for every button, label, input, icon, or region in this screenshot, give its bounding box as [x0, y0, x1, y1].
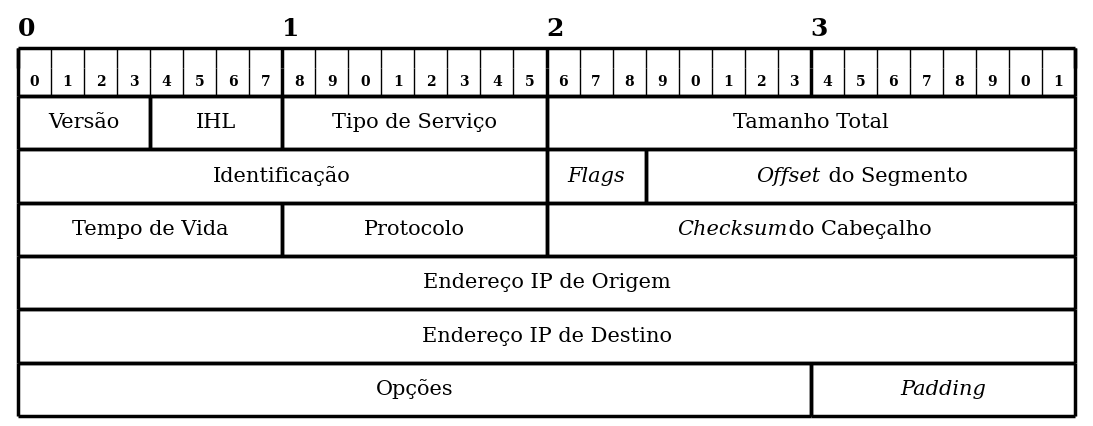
Text: 2: 2 [96, 75, 105, 89]
Text: Tamanho Total: Tamanho Total [733, 113, 889, 132]
Text: 1: 1 [393, 75, 402, 89]
Text: 9: 9 [988, 75, 997, 89]
Text: 8: 8 [954, 75, 964, 89]
Text: Flags: Flags [567, 167, 625, 185]
Text: 1: 1 [282, 17, 299, 41]
Text: 3: 3 [129, 75, 139, 89]
Text: 7: 7 [591, 75, 601, 89]
Text: Versão: Versão [48, 113, 120, 132]
Text: 2: 2 [546, 17, 564, 41]
Text: 0: 0 [1021, 75, 1031, 89]
Text: 0: 0 [17, 17, 35, 41]
Text: 4: 4 [162, 75, 172, 89]
Text: 8: 8 [624, 75, 634, 89]
Text: Tempo de Vida: Tempo de Vida [72, 220, 228, 239]
Text: 3: 3 [459, 75, 469, 89]
Text: 2: 2 [426, 75, 436, 89]
Text: do Segmento: do Segmento [822, 167, 967, 185]
Text: 4: 4 [822, 75, 832, 89]
Text: 5: 5 [856, 75, 865, 89]
Text: 3: 3 [789, 75, 799, 89]
Text: do Cabeçalho: do Cabeçalho [781, 220, 931, 239]
Text: 0: 0 [691, 75, 700, 89]
Text: 7: 7 [921, 75, 931, 89]
Text: 7: 7 [261, 75, 271, 89]
Text: 6: 6 [889, 75, 898, 89]
Text: 8: 8 [294, 75, 304, 89]
Text: 3: 3 [811, 17, 828, 41]
Text: Protocolo: Protocolo [364, 220, 465, 239]
Text: 6: 6 [228, 75, 237, 89]
Text: Tipo de Serviço: Tipo de Serviço [332, 113, 497, 132]
Text: 2: 2 [756, 75, 766, 89]
Text: Offset: Offset [755, 167, 820, 185]
Text: 9: 9 [327, 75, 337, 89]
Text: 9: 9 [657, 75, 667, 89]
Text: 6: 6 [559, 75, 568, 89]
Text: 5: 5 [525, 75, 534, 89]
Text: 0: 0 [30, 75, 39, 89]
Text: 1: 1 [724, 75, 733, 89]
Text: Identificação: Identificação [213, 166, 351, 186]
Text: 0: 0 [360, 75, 369, 89]
Text: 5: 5 [195, 75, 204, 89]
Text: 4: 4 [492, 75, 502, 89]
Text: Checksum: Checksum [677, 220, 787, 239]
Text: IHL: IHL [196, 113, 236, 132]
Text: Endereço IP de Destino: Endereço IP de Destino [422, 326, 671, 345]
Text: Padding: Padding [900, 380, 986, 399]
Text: 1: 1 [62, 75, 72, 89]
Text: Endereço IP de Origem: Endereço IP de Origem [423, 273, 670, 292]
Text: 1: 1 [1054, 75, 1063, 89]
Text: Opções: Opções [376, 379, 454, 399]
